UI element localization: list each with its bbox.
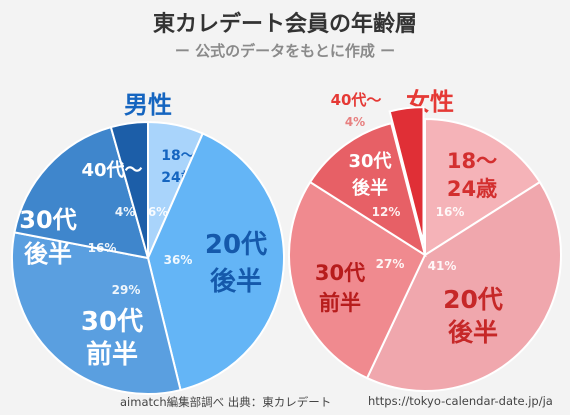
female-slice-4: [308, 122, 427, 258]
male-slice-2: [146, 132, 285, 392]
female-slice-label-4: 30代後半: [348, 151, 391, 199]
male-slice-3: [11, 231, 182, 395]
male-slice-label-3: 30代前半: [81, 307, 143, 370]
male-pie-title: 男性: [124, 91, 172, 119]
male-slice-value-3: 29%: [112, 283, 141, 297]
female-slice-label-3: 30代前半: [315, 261, 365, 315]
male-slice-value-5: 4%: [115, 205, 135, 219]
page-title: 東カレデート会員の年齢層: [152, 12, 417, 37]
female-slice-5: [388, 106, 425, 244]
page-subtitle: ー 公式のデータをもとに作成 ー: [174, 42, 396, 60]
female-slice-2: [365, 180, 562, 392]
female-slice-value-1: 16%: [436, 205, 465, 219]
male-slice-label-2: 20代後半: [205, 230, 267, 297]
male-slice-value-4: 16%: [88, 241, 117, 255]
male-slice-value-2: 36%: [164, 253, 193, 267]
footer-url: https://tokyo-calendar-date.jp/ja: [368, 394, 553, 408]
female-slice-label-2: 20代後半: [443, 285, 503, 347]
male-slice-value-1: 6%: [148, 205, 168, 219]
male-slice-label-5: 40代〜: [81, 160, 142, 181]
female-slice-label-5: 40代〜: [331, 91, 382, 109]
male-slice-label-4: 30代後半: [19, 206, 76, 268]
female-slice-1: [424, 117, 542, 257]
female-slice-label-1: 18〜 24歳: [447, 149, 497, 201]
female-slice-value-2: 41%: [428, 259, 457, 273]
female-slice-value-3: 27%: [376, 257, 405, 271]
male-slice-4: [13, 125, 150, 260]
male-slice-5: [109, 120, 149, 259]
female-slice-value-5: 4%: [345, 115, 365, 129]
female-slice-value-4: 12%: [372, 205, 401, 219]
female-slice-3: [288, 180, 427, 380]
footer-source: aimatch編集部調べ 出典：東カレデート: [120, 395, 332, 409]
